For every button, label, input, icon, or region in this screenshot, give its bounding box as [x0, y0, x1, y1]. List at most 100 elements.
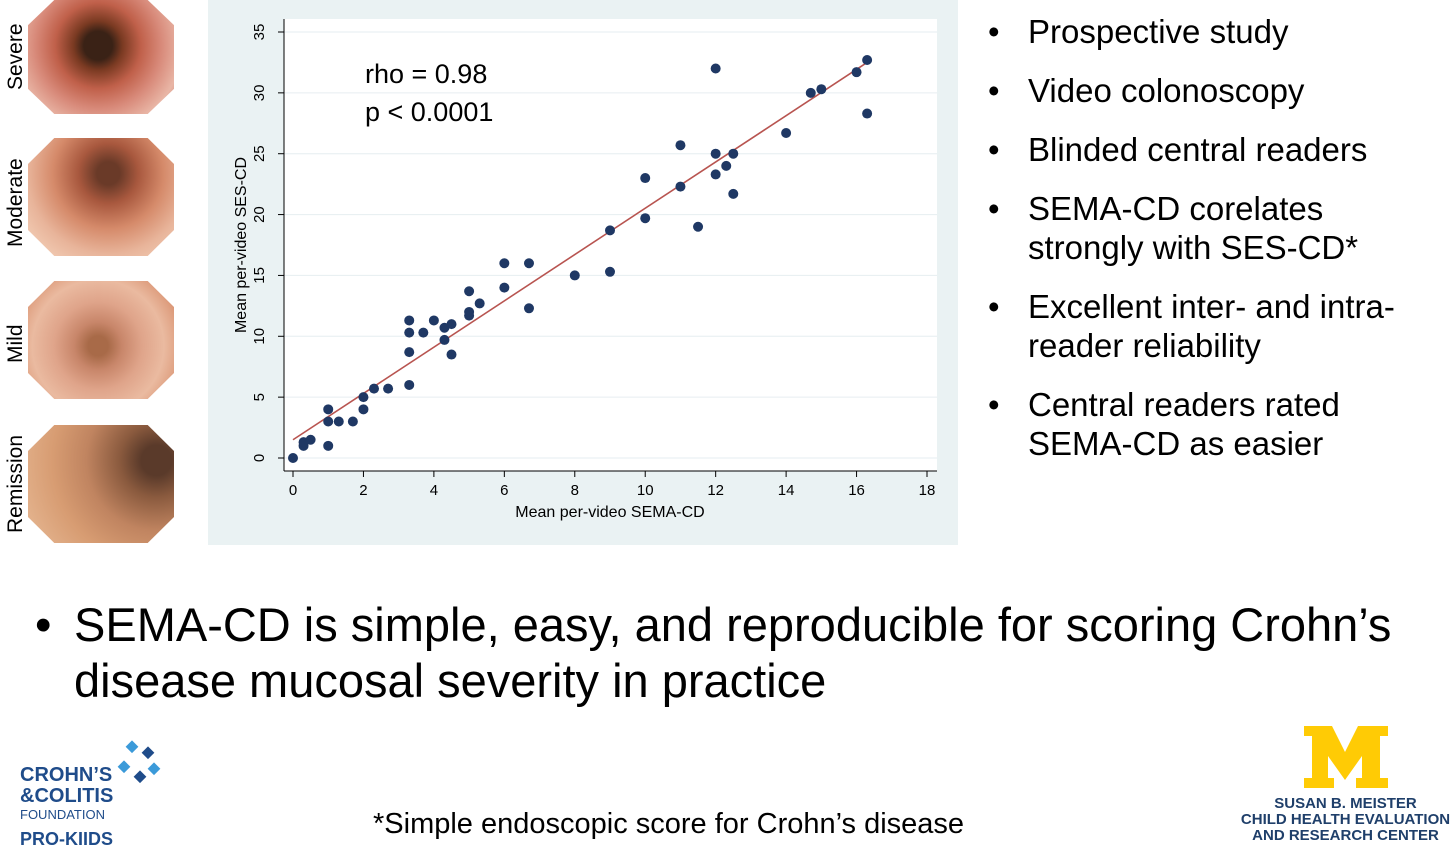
data-point	[499, 282, 510, 293]
data-point	[569, 270, 580, 281]
um-line-2: CHILD HEALTH EVALUATION	[1240, 811, 1451, 828]
data-point	[404, 327, 415, 338]
data-point	[464, 306, 475, 317]
bullet-prospective-study: Prospective study	[988, 12, 1428, 51]
x-tick-label: 0	[289, 482, 297, 499]
data-points	[288, 54, 873, 463]
y-axis-label: Mean per-video SES-CD	[233, 157, 250, 333]
key-findings-list: Prospective study Video colonoscopy Blin…	[988, 12, 1428, 483]
data-point	[710, 148, 721, 159]
data-point	[862, 54, 873, 65]
gridlines	[284, 31, 937, 459]
rho-annotation: rho = 0.98	[365, 59, 487, 89]
data-point	[358, 404, 369, 415]
data-point	[323, 404, 334, 415]
y-tick-label: 5	[251, 393, 268, 401]
data-point	[323, 440, 334, 451]
data-point	[446, 319, 457, 330]
um-line-3: AND RESEARCH CENTER	[1252, 827, 1439, 844]
y-tick-label: 35	[251, 24, 268, 41]
y-tick-label: 25	[251, 145, 268, 162]
data-point	[404, 379, 415, 390]
data-point	[523, 303, 534, 314]
x-tick-label: 12	[707, 482, 724, 499]
endoscopy-image-moderate	[28, 138, 174, 256]
bullet-reliability: Excellent inter- and intra-reader reliab…	[988, 287, 1428, 365]
data-point	[728, 188, 739, 199]
data-point	[428, 315, 439, 326]
endoscopy-image-severe	[28, 0, 174, 114]
y-tick-label: 10	[251, 328, 268, 345]
block-m-icon	[1304, 726, 1388, 788]
fit-line	[292, 61, 868, 441]
x-tick-label: 2	[359, 482, 367, 499]
y-tick-label: 20	[251, 206, 268, 223]
label-moderate: Moderate	[4, 158, 27, 247]
x-tick-label: 16	[848, 482, 865, 499]
scatter-chart: 0 2 4 6 8 10 12 14 16 18 0 5 10 15 20 25 30 35 Mean per-…	[233, 19, 937, 521]
ccf-line-2: &COLITIS	[20, 785, 114, 807]
data-point	[805, 87, 816, 98]
x-ticks: 0 2 4 6 8 10 12 14 16 18	[289, 471, 936, 499]
data-point	[305, 434, 316, 445]
data-point	[605, 225, 615, 236]
data-point	[418, 327, 429, 338]
data-point	[523, 258, 534, 269]
p-value-annotation: p < 0.0001	[365, 97, 493, 127]
ccf-line-3: FOUNDATION	[20, 807, 105, 822]
x-tick-label: 14	[778, 482, 795, 499]
x-tick-label: 4	[430, 482, 438, 499]
conclusion-text: SEMA-CD is simple, easy, and reproducibl…	[74, 598, 1392, 707]
x-tick-label: 8	[571, 482, 579, 499]
data-point	[710, 63, 721, 74]
y-ticks: 0 5 10 15 20 25 30 35	[251, 24, 284, 462]
x-tick-label: 10	[637, 482, 654, 499]
axes	[283, 19, 937, 472]
data-point	[675, 140, 686, 151]
data-point	[693, 221, 704, 232]
data-point	[851, 67, 862, 78]
plot-area	[284, 19, 937, 471]
data-point	[474, 298, 485, 309]
y-tick-label: 0	[251, 454, 268, 462]
crohns-colitis-foundation-logo: CROHN’S &COLITIS FOUNDATION PRO-KIIDS	[18, 740, 168, 849]
ccf-line-1: CROHN’S	[20, 764, 113, 786]
x-tick-label: 6	[500, 482, 508, 499]
endoscopy-image-mild	[28, 281, 174, 399]
data-point	[464, 286, 475, 297]
data-point	[358, 392, 369, 403]
data-point	[404, 347, 415, 358]
x-axis-label: Mean per-video SEMA-CD	[515, 504, 704, 521]
data-point	[383, 383, 394, 394]
y-tick-label: 15	[251, 267, 268, 284]
data-point	[323, 416, 334, 427]
x-tick-label: 18	[919, 482, 936, 499]
scatter-chart-panel: 0 2 4 6 8 10 12 14 16 18 0 5 10 15 20 25 30 35 Mean per-…	[208, 0, 958, 545]
data-point	[288, 453, 298, 463]
bullet-dot: •	[35, 598, 52, 651]
endoscopy-image-remission	[28, 425, 174, 543]
data-point	[816, 84, 827, 95]
data-point	[605, 266, 615, 277]
data-point	[499, 258, 510, 269]
data-point	[710, 169, 721, 180]
data-point	[728, 148, 739, 159]
meister-center-logo: SUSAN B. MEISTER CHILD HEALTH EVALUATION…	[1240, 722, 1451, 849]
um-line-1: SUSAN B. MEISTER	[1274, 795, 1417, 812]
y-tick-label: 30	[251, 85, 268, 102]
data-point	[675, 181, 686, 192]
data-point	[347, 416, 358, 427]
label-mild: Mild	[4, 324, 27, 363]
label-remission: Remission	[4, 434, 27, 533]
ccf-mark-icon	[117, 740, 161, 784]
data-point	[439, 334, 450, 345]
data-point	[640, 213, 651, 224]
data-point	[333, 416, 344, 427]
data-point	[404, 315, 415, 326]
bullet-correlation: SEMA-CD corelates strongly with SES-CD*	[988, 189, 1428, 267]
footnote: *Simple endoscopic score for Crohn’s dis…	[373, 808, 965, 840]
bullet-blinded-readers: Blinded central readers	[988, 130, 1428, 169]
data-point	[721, 160, 732, 171]
data-point	[781, 128, 792, 139]
bullet-easier: Central readers rated SEMA-CD as easier	[988, 385, 1428, 463]
